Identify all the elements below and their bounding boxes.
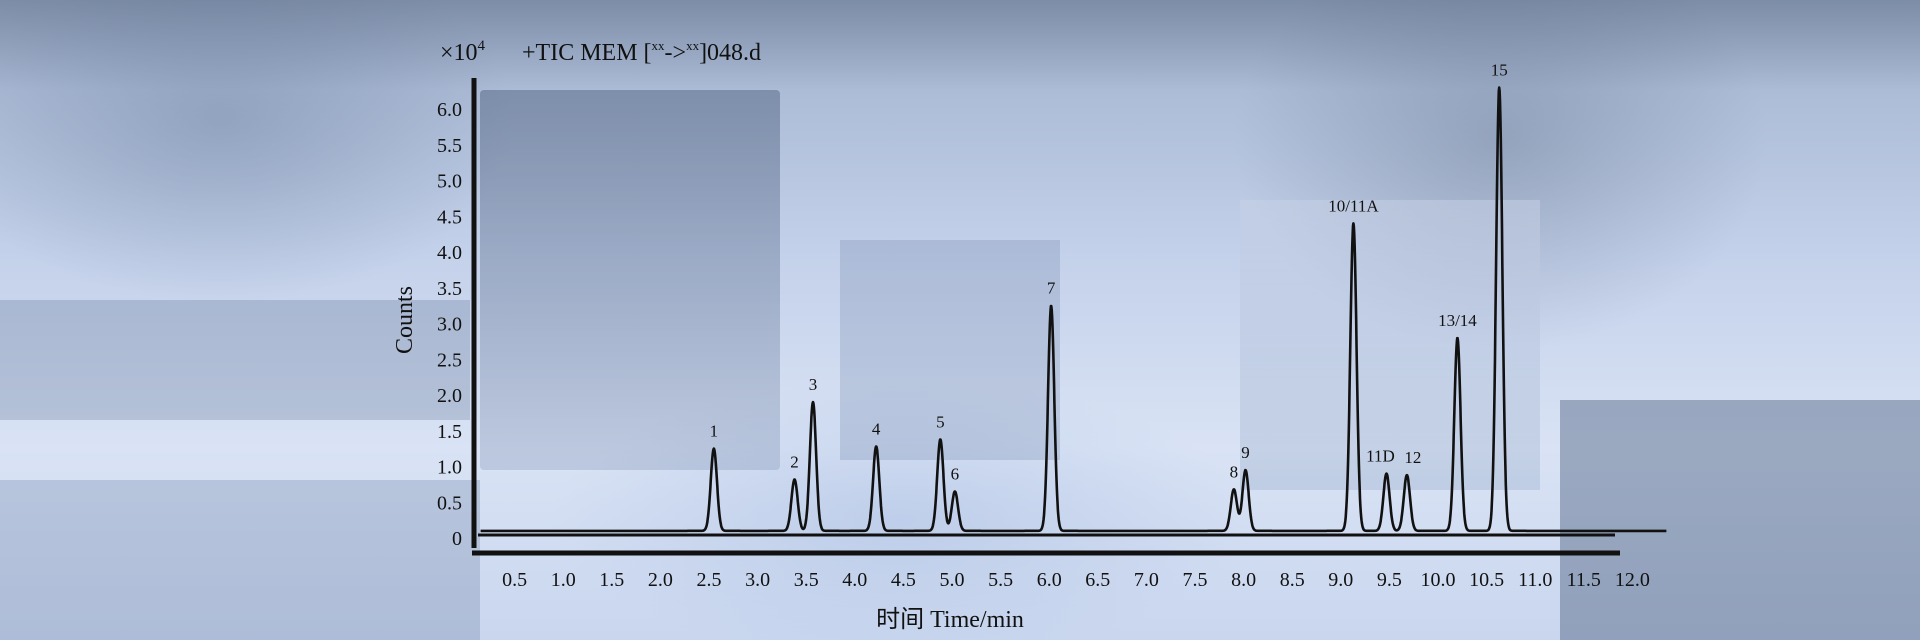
tic-trace — [479, 86, 1668, 533]
y-tick-label: 1.0 — [437, 457, 462, 479]
y-tick-label: 6.0 — [437, 99, 462, 121]
y-tick-label: 5.0 — [437, 171, 462, 193]
y-tick-label: 0.5 — [437, 492, 462, 514]
x-tick-label: 5.0 — [940, 569, 965, 591]
x-tick-label: 10.0 — [1421, 569, 1456, 591]
y-tick-label: 0 — [452, 528, 462, 550]
peak-label-1: 1 — [710, 422, 719, 441]
y-axis-title: Counts — [392, 286, 418, 354]
x-tick-label: 1.5 — [599, 569, 624, 591]
peak-label-9: 9 — [1241, 443, 1250, 462]
background-cabinet-center — [840, 240, 1060, 460]
peak-label-7: 7 — [1047, 279, 1056, 298]
x-tick-label: 4.5 — [891, 569, 916, 591]
y-tick-label: 2.0 — [437, 385, 462, 407]
x-tick-label: 11.0 — [1518, 569, 1552, 591]
x-tick-label: 5.5 — [988, 569, 1013, 591]
x-tick-label: 3.5 — [794, 569, 819, 591]
peak-label-6: 6 — [951, 465, 960, 484]
x-tick-label: 2.5 — [697, 569, 722, 591]
y-tick-label: 2.5 — [437, 349, 462, 371]
x-tick-label: 8.0 — [1231, 569, 1256, 591]
x-tick-label: 6.5 — [1085, 569, 1110, 591]
peak-label-5: 5 — [936, 412, 945, 431]
peak-label-8: 8 — [1230, 462, 1239, 481]
peak-label-11D: 11D — [1366, 447, 1395, 466]
y-tick-label: 1.5 — [437, 421, 462, 443]
peak-label-10-11A: 10/11A — [1328, 196, 1379, 215]
x-tick-label: 8.5 — [1280, 569, 1305, 591]
background-monitor-right — [1560, 400, 1920, 640]
title-multiplier: ×104 — [440, 38, 486, 66]
x-tick-label: 9.5 — [1377, 569, 1402, 591]
x-tick-label: 7.5 — [1183, 569, 1208, 591]
y-tick-label: 4.5 — [437, 206, 462, 228]
background-bench-left — [0, 480, 480, 640]
x-tick-label: 3.0 — [745, 569, 770, 591]
x-tick-label: 7.0 — [1134, 569, 1159, 591]
x-tick-label: 9.0 — [1328, 569, 1353, 591]
background-instrument-left — [480, 90, 780, 470]
y-tick-label: 3.5 — [437, 278, 462, 300]
y-tick-labels: 0 0.5 1.0 1.5 2.0 2.5 3.0 3.5 4.0 4.5 5.0 5.5 6.0 — [437, 99, 462, 550]
peak-label-2: 2 — [790, 452, 799, 471]
background-ceiling — [0, 0, 1920, 90]
background-panel-left — [0, 300, 470, 420]
x-tick-label: 12.0 — [1615, 569, 1650, 591]
x-tick-label: 11.5 — [1567, 569, 1601, 591]
y-tick-label: 4.0 — [437, 242, 462, 264]
x-tick-label: 0.5 — [502, 569, 527, 591]
background-instrument-right — [1240, 200, 1540, 490]
peak-label-13-14: 13/14 — [1438, 311, 1477, 330]
x-tick-label: 10.5 — [1469, 569, 1504, 591]
x-tick-label: 1.0 — [551, 569, 576, 591]
y-tick-label: 5.5 — [437, 135, 462, 157]
peak-label-12: 12 — [1404, 448, 1421, 467]
y-tick-label: 3.0 — [437, 314, 462, 336]
x-tick-labels: 0.5 1.0 1.5 2.0 2.5 3.0 3.5 4.0 4.5 5.0 5.5 6.0 6.5 7… — [502, 569, 1650, 591]
peak-label-15: 15 — [1491, 61, 1508, 80]
x-axis-title: 时间 Time/min — [876, 606, 1024, 633]
x-tick-label: 6.0 — [1037, 569, 1062, 591]
chart-title: ×104 +TIC MEM [xx->xx]048.d — [440, 38, 761, 66]
peak-label-3: 3 — [809, 375, 818, 394]
title-label: +TIC MEM [xx->xx]048.d — [522, 38, 761, 66]
x-tick-label: 2.0 — [648, 569, 673, 591]
peak-label-4: 4 — [872, 419, 881, 438]
x-tick-label: 4.0 — [842, 569, 867, 591]
